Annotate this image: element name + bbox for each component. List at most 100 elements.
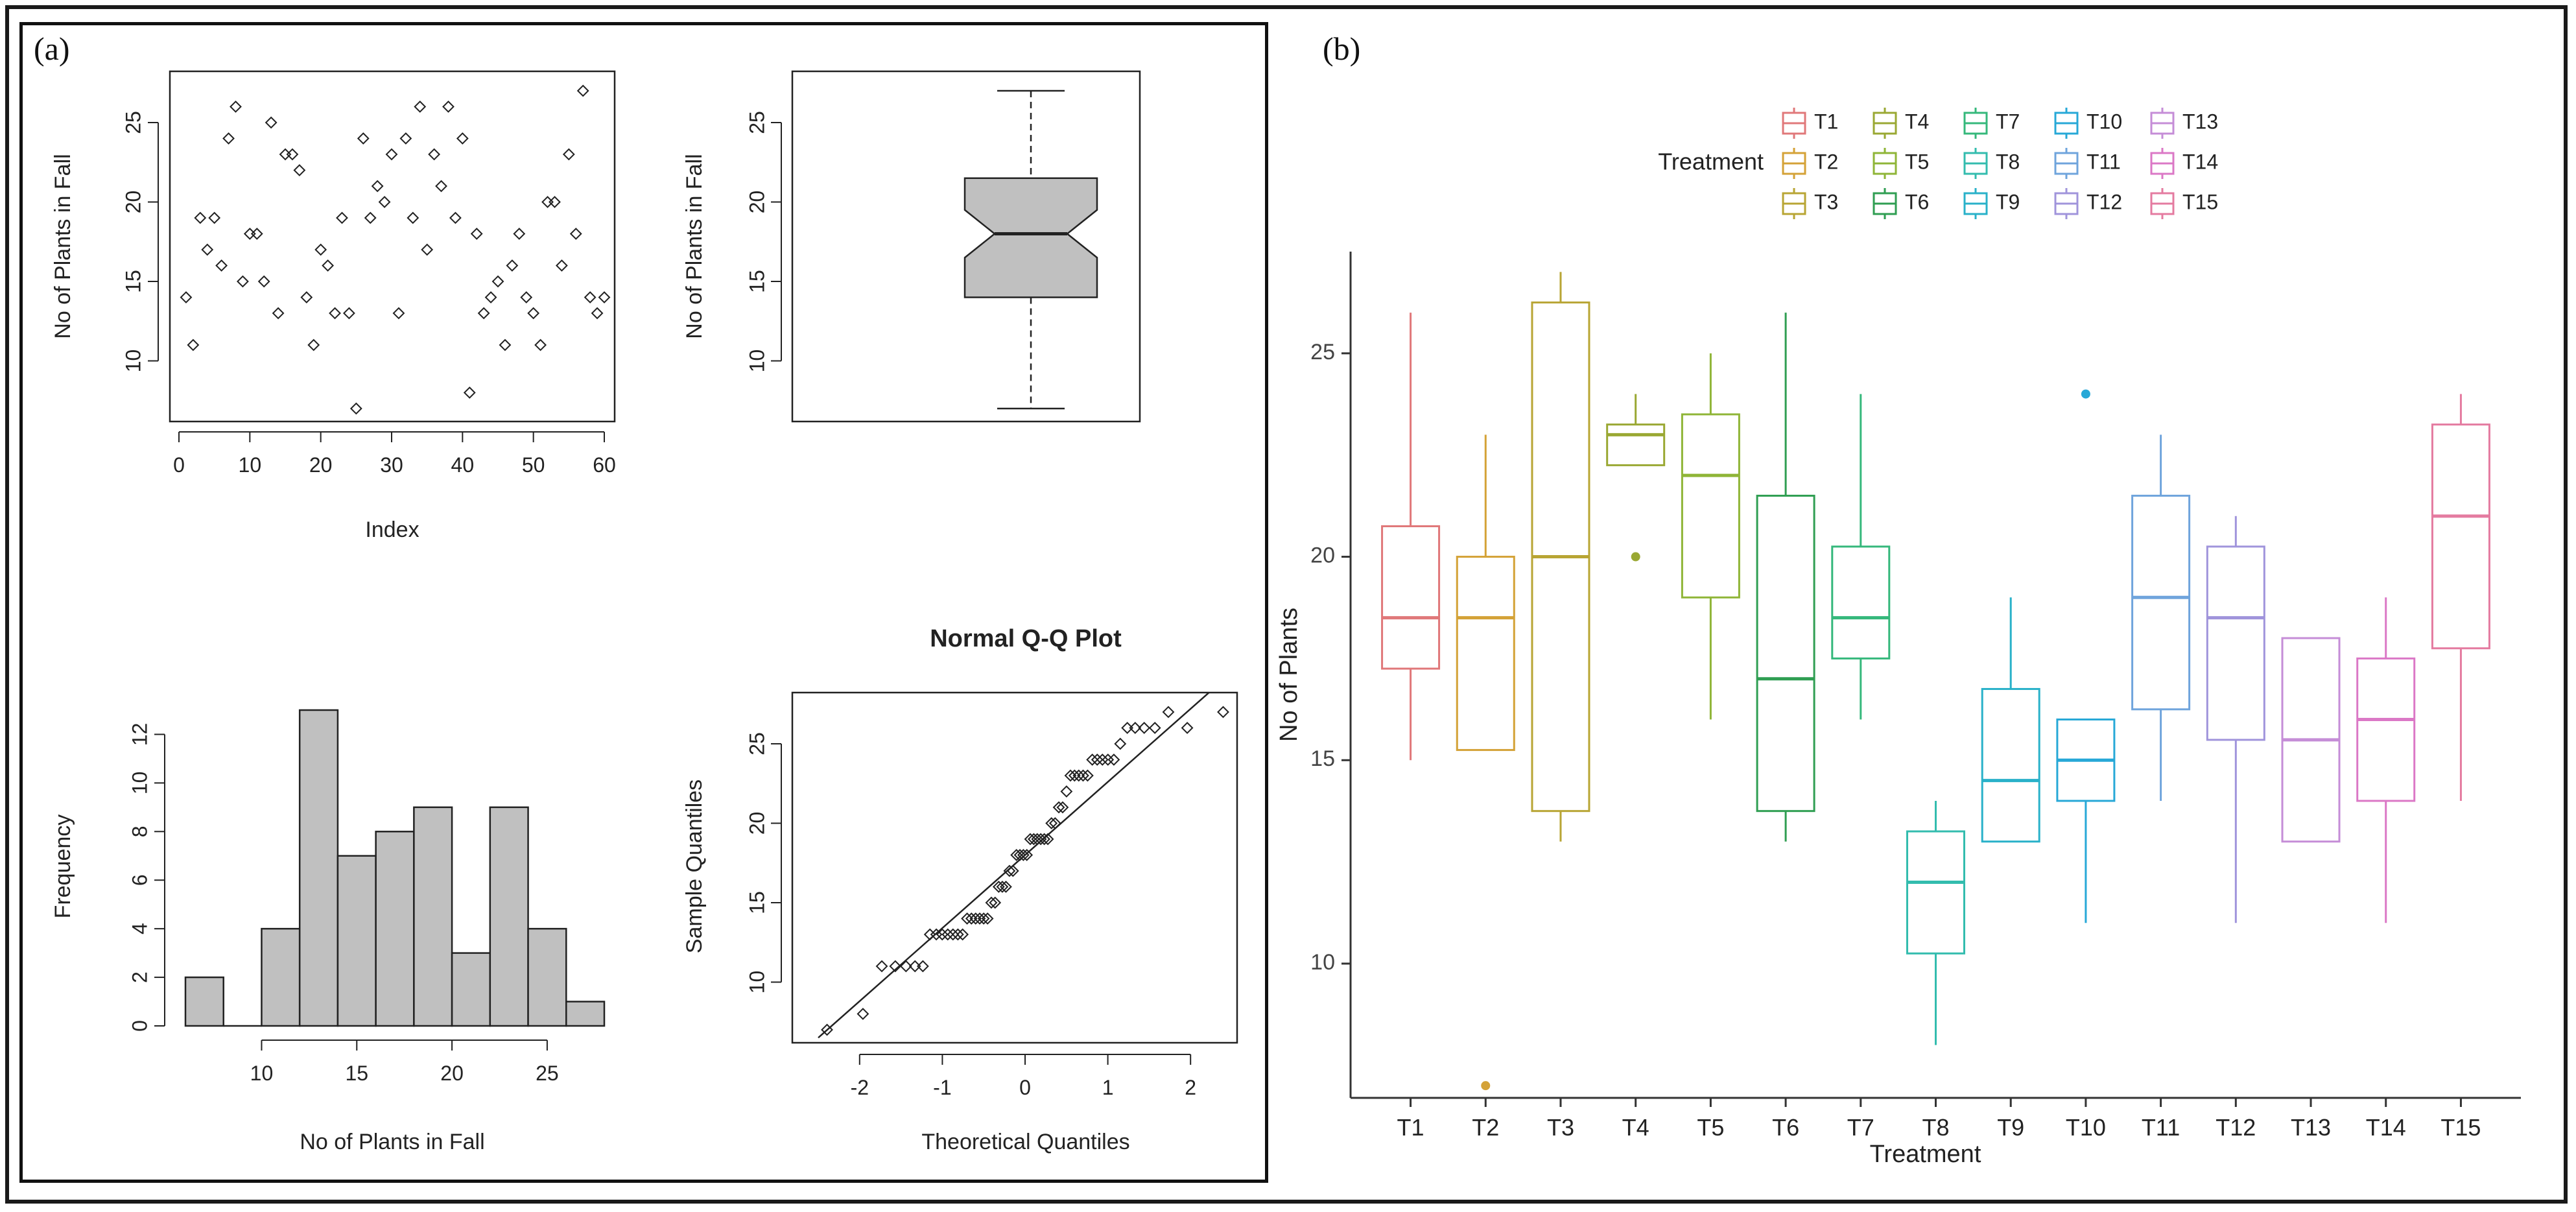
boxplot-y-tick-label: 25 (745, 111, 768, 134)
treat-x-tick-label: T13 (2291, 1114, 2331, 1141)
hist-bar (413, 806, 453, 1027)
qq-point (889, 960, 902, 973)
qq-point (1060, 785, 1073, 798)
index-point (569, 228, 582, 240)
qq-point (1129, 722, 1142, 734)
index-x-tick-label: 10 (239, 453, 262, 477)
index-point (300, 291, 313, 303)
index-y-tick-label: 20 (121, 191, 145, 214)
treat-box (1681, 413, 1740, 599)
qq-point (1006, 864, 1019, 877)
treat-y-tick-label: 10 (1310, 950, 1335, 975)
index-point (576, 84, 589, 97)
treat-box (1831, 545, 1891, 659)
qq-point (1081, 769, 1094, 782)
hist-y-label: Frequency (51, 814, 75, 919)
treat-y-label: No of Plants (1275, 608, 1303, 742)
panel-b-label: (b) (1323, 30, 1361, 67)
hist-y-tick-label: 4 (128, 923, 151, 934)
treat-x-tick-label: T7 (1847, 1114, 1874, 1141)
qq-point (965, 912, 978, 925)
hist-y-tick-label: 8 (128, 826, 151, 837)
legend-label: T15 (2182, 190, 2218, 213)
qq-point (1031, 833, 1044, 846)
index-x-tick-label: 20 (309, 453, 333, 477)
index-point (180, 291, 193, 303)
index-point (414, 101, 427, 113)
boxplot-y-label: No of Plants in Fall (682, 154, 707, 339)
qq-y-tick-label: 10 (745, 971, 768, 994)
index-point (250, 228, 263, 240)
legend-label: T6 (1905, 190, 1929, 213)
treat-y-tick-label: 25 (1310, 340, 1335, 364)
treat-x-tick-label: T9 (1997, 1114, 2024, 1141)
hist-y-tick-label: 2 (128, 971, 151, 983)
qq-point (1034, 833, 1047, 846)
index-point (230, 101, 242, 113)
hist-x-tick-label: 25 (536, 1062, 559, 1085)
qq-x-tick-label: 2 (1185, 1076, 1196, 1099)
qq-point (1056, 801, 1069, 814)
legend-label: T12 (2086, 190, 2122, 213)
index-point (286, 148, 299, 161)
legend-label: T9 (1996, 190, 2020, 213)
qq-point (1114, 737, 1127, 750)
qq-point (981, 912, 994, 925)
qq-point (1181, 722, 1194, 734)
index-point (555, 259, 568, 272)
qq-point (1217, 706, 1229, 719)
treat-x-tick-label: T5 (1697, 1114, 1724, 1141)
index-point (222, 132, 235, 145)
hist-bar (298, 709, 339, 1027)
hist-y-tick-label: 6 (128, 874, 151, 886)
legend-label: T13 (2182, 110, 2218, 133)
index-point (385, 148, 398, 161)
qq-point (1077, 769, 1089, 782)
index-point (442, 101, 455, 113)
index-point (499, 339, 512, 351)
panel-a-frame (19, 22, 1268, 1183)
index-point (392, 307, 405, 320)
index-point (187, 339, 200, 351)
hist-y-tick-label: 0 (128, 1020, 151, 1032)
index-point (513, 228, 526, 240)
qq-point (969, 912, 982, 925)
treat-x-tick-label: T4 (1622, 1114, 1649, 1141)
qq-point (1162, 706, 1175, 719)
legend-label: T2 (1814, 150, 1838, 173)
treat-box (1906, 830, 1965, 955)
index-point (584, 291, 597, 303)
index-point (541, 196, 554, 208)
qq-point (992, 881, 1005, 893)
index-plot-box (169, 70, 616, 423)
index-y-tick-label: 25 (121, 111, 145, 134)
hist-bar (337, 855, 377, 1027)
qq-point (989, 896, 1002, 909)
index-point (456, 132, 469, 145)
boxplot-y-tick-label: 15 (745, 270, 768, 293)
hist-x-label: No of Plants in Fall (300, 1130, 484, 1154)
qq-point (1021, 849, 1034, 861)
qq-point (1048, 817, 1061, 829)
legend-label: T11 (2086, 150, 2121, 173)
hist-bar (184, 976, 224, 1027)
index-point (322, 259, 335, 272)
qq-point (973, 912, 986, 925)
qq-point (1003, 864, 1016, 877)
qq-box (791, 691, 1238, 1044)
qq-x-tick-label: 0 (1019, 1076, 1031, 1099)
treat-box (2131, 494, 2191, 711)
treat-x-tick-label: T2 (1472, 1114, 1499, 1141)
index-point (435, 180, 447, 193)
hist-x-tick-label: 10 (250, 1062, 274, 1085)
legend-label: T14 (2182, 150, 2218, 173)
index-y-label: No of Plants in Fall (51, 154, 75, 339)
hist-x-tick-label: 20 (440, 1062, 464, 1085)
treat-y-tick-label: 20 (1310, 543, 1335, 568)
treat-box (1981, 687, 2040, 843)
index-point (549, 196, 561, 208)
treat-x-tick-label: T3 (1547, 1114, 1574, 1141)
index-x-tick-label: 0 (173, 453, 185, 477)
treat-outlier (2081, 389, 2090, 399)
